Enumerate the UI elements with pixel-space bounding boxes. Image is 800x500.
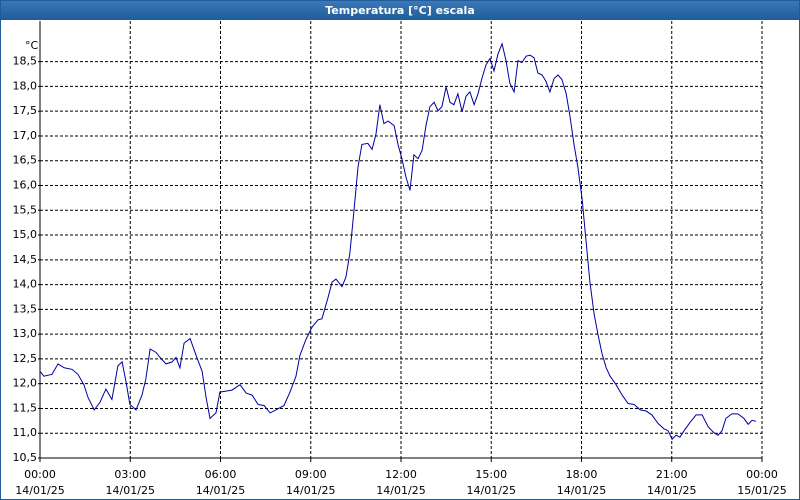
- x-tick-label: 06:00: [205, 468, 237, 481]
- y-tick-label: 12,0: [13, 377, 38, 390]
- x-tick-label: 03:00: [114, 468, 146, 481]
- y-tick-label: 18,5: [13, 55, 38, 68]
- y-tick-label: 16,0: [13, 178, 38, 191]
- x-tick-date: 15/01/25: [737, 484, 786, 497]
- x-tick-label: 09:00: [295, 468, 327, 481]
- y-tick-label: 11,0: [13, 426, 38, 439]
- x-tick-label: 21:00: [656, 468, 688, 481]
- x-tick-date: 14/01/25: [467, 484, 516, 497]
- y-tick-label: 15,0: [13, 228, 38, 241]
- x-tick-date: 14/01/25: [106, 484, 155, 497]
- y-tick-label: 17,5: [13, 104, 38, 117]
- y-tick-label: 16,5: [13, 154, 38, 167]
- y-tick-label: 13,5: [13, 302, 38, 315]
- x-tick-date: 14/01/25: [196, 484, 245, 497]
- x-tick-label: 12:00: [385, 468, 417, 481]
- y-tick-label: 12,5: [13, 352, 38, 365]
- y-tick-label: 10,5: [13, 451, 38, 464]
- y-tick-label: 11,5: [13, 401, 38, 414]
- x-tick-label: 00:00: [24, 468, 56, 481]
- y-tick-label: 14,5: [13, 253, 38, 266]
- x-tick-date: 14/01/25: [286, 484, 335, 497]
- y-tick-label: 14,0: [13, 278, 38, 291]
- x-tick-date: 14/01/25: [15, 484, 64, 497]
- x-tick-label: 00:00: [746, 468, 778, 481]
- x-tick-label: 18:00: [566, 468, 598, 481]
- y-tick-label: 18,0: [13, 79, 38, 92]
- y-tick-label: 15,5: [13, 203, 38, 216]
- y-unit: °C: [25, 39, 39, 52]
- y-tick-label: 13,0: [13, 327, 38, 340]
- x-tick-label: 15:00: [475, 468, 507, 481]
- title-bar: Temperatura [°C] escala: [1, 1, 799, 20]
- y-tick-label: 17,0: [13, 129, 38, 142]
- x-tick-date: 14/01/25: [376, 484, 425, 497]
- temperature-line: [39, 42, 757, 441]
- x-tick-date: 14/01/25: [557, 484, 606, 497]
- x-tick-date: 14/01/25: [647, 484, 696, 497]
